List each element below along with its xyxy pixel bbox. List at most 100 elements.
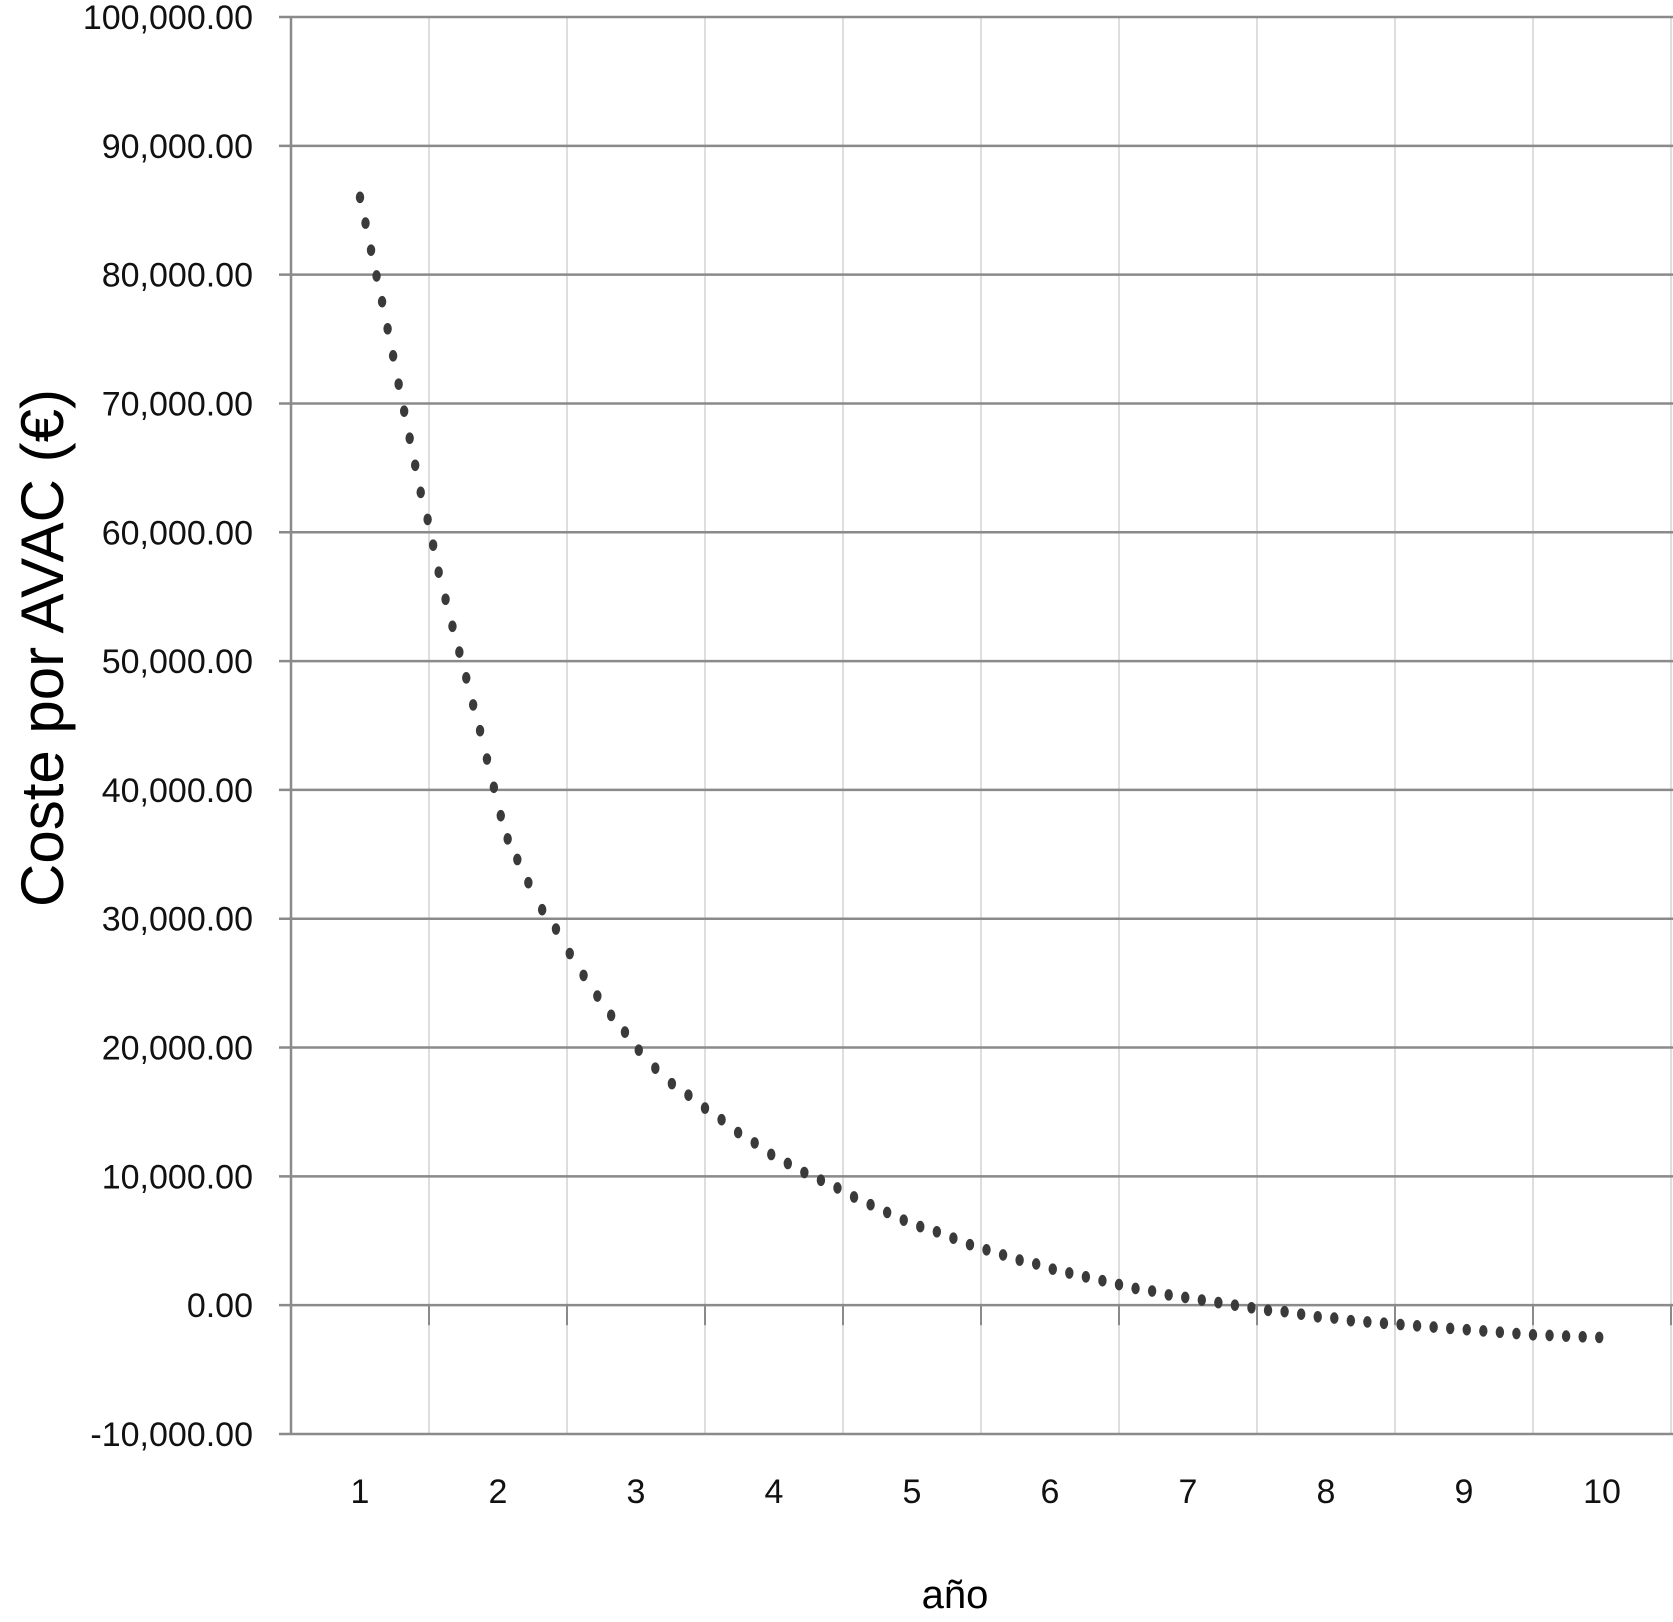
data-point [411,459,420,472]
data-point [1048,1263,1057,1275]
data-point [361,217,370,229]
data-point [1114,1278,1124,1291]
data-point [462,672,471,684]
data-point [1081,1271,1091,1283]
y-gridlines [279,15,1673,1436]
data-point [1429,1321,1438,1333]
data-point [405,432,414,445]
x-tick-label: 2 [489,1473,508,1511]
data-point [388,349,398,362]
data-point [524,876,533,889]
data-point [634,1044,643,1056]
x-tick-label: 5 [903,1473,922,1511]
x-tick-label: 9 [1455,1473,1474,1511]
data-point [733,1126,743,1139]
data-point [606,1009,616,1022]
data-point [475,724,485,737]
data-point [916,1220,925,1233]
data-point [455,646,464,658]
x-axis-title: año [922,1573,989,1617]
y-tick-label: 100,000.00 [83,0,253,37]
data-point [1330,1312,1339,1324]
data-point [1462,1323,1471,1336]
data-point [1032,1258,1041,1270]
y-tick-label: 30,000.00 [102,901,253,939]
data-point [998,1249,1008,1261]
data-point [434,566,443,579]
data-point [866,1198,875,1211]
y-tick-label: 10,000.00 [102,1158,253,1196]
data-point [513,853,522,866]
data-point [783,1157,792,1170]
y-tick-label: 90,000.00 [102,128,253,166]
data-point [1495,1326,1505,1339]
data-point [767,1148,776,1161]
data-point [1214,1296,1223,1309]
data-point [1131,1282,1140,1295]
data-point [1098,1274,1107,1287]
y-tick-label: -10,000.00 [90,1416,253,1454]
data-point [1197,1294,1207,1306]
data-point [1545,1329,1554,1342]
data-point [1247,1301,1256,1314]
x-tick-label: 4 [765,1473,784,1511]
x-tick-label: 8 [1317,1473,1336,1511]
data-point [965,1238,975,1251]
data-point [1346,1314,1356,1327]
data-point [383,322,392,335]
data-point [377,295,387,308]
data-point [1296,1308,1306,1320]
data-point [565,947,574,960]
data-point [1164,1289,1173,1301]
x-tick-label: 7 [1179,1473,1198,1511]
data-point [579,969,588,982]
data-point [372,270,381,282]
data-point [482,753,492,765]
data-point [800,1166,809,1179]
y-tick-label: 60,000.00 [102,514,253,552]
data-point [700,1102,710,1114]
data-point [1479,1325,1488,1337]
y-tick-label: 0.00 [187,1287,253,1325]
y-tick-label: 80,000.00 [102,257,253,295]
data-point [882,1206,892,1219]
data-point [366,244,376,256]
data-point [551,923,561,935]
data-point [394,378,403,390]
x-tick-label: 10 [1583,1473,1621,1511]
data-point [717,1113,726,1126]
data-point [932,1225,942,1238]
data-point [750,1137,759,1149]
data-point [1280,1305,1289,1318]
y-tick-label: 40,000.00 [102,772,253,810]
data-point [982,1243,991,1256]
data-point [1181,1291,1190,1304]
data-point [1595,1331,1604,1344]
data-point [1528,1329,1538,1341]
data-point [423,513,432,526]
data-point [448,620,457,633]
y-tick-label: 50,000.00 [102,643,253,681]
x-tick-label: 3 [627,1473,646,1511]
data-point [1578,1330,1587,1343]
data-point [899,1214,908,1226]
data-points [355,191,1604,1344]
y-tick-labels: 100,000.00 90,000.00 80,000.00 70,000.00 60,… [83,0,253,1454]
data-point [537,903,547,916]
y-tick-label: 20,000.00 [102,1030,253,1068]
data-point [355,191,365,204]
data-point [1412,1319,1422,1332]
data-point [1015,1254,1024,1266]
axes [289,17,1672,1434]
data-point [1379,1317,1389,1330]
x-tick-label: 6 [1041,1473,1060,1511]
data-point [416,486,425,499]
y-tick-label: 70,000.00 [102,385,253,423]
data-point [1230,1299,1240,1311]
data-point [428,539,438,551]
data-point [833,1182,842,1194]
data-point [620,1026,630,1038]
x-tick-labels: 1 2 3 4 5 6 7 8 9 10 [351,1473,1621,1511]
data-point [1065,1267,1074,1279]
